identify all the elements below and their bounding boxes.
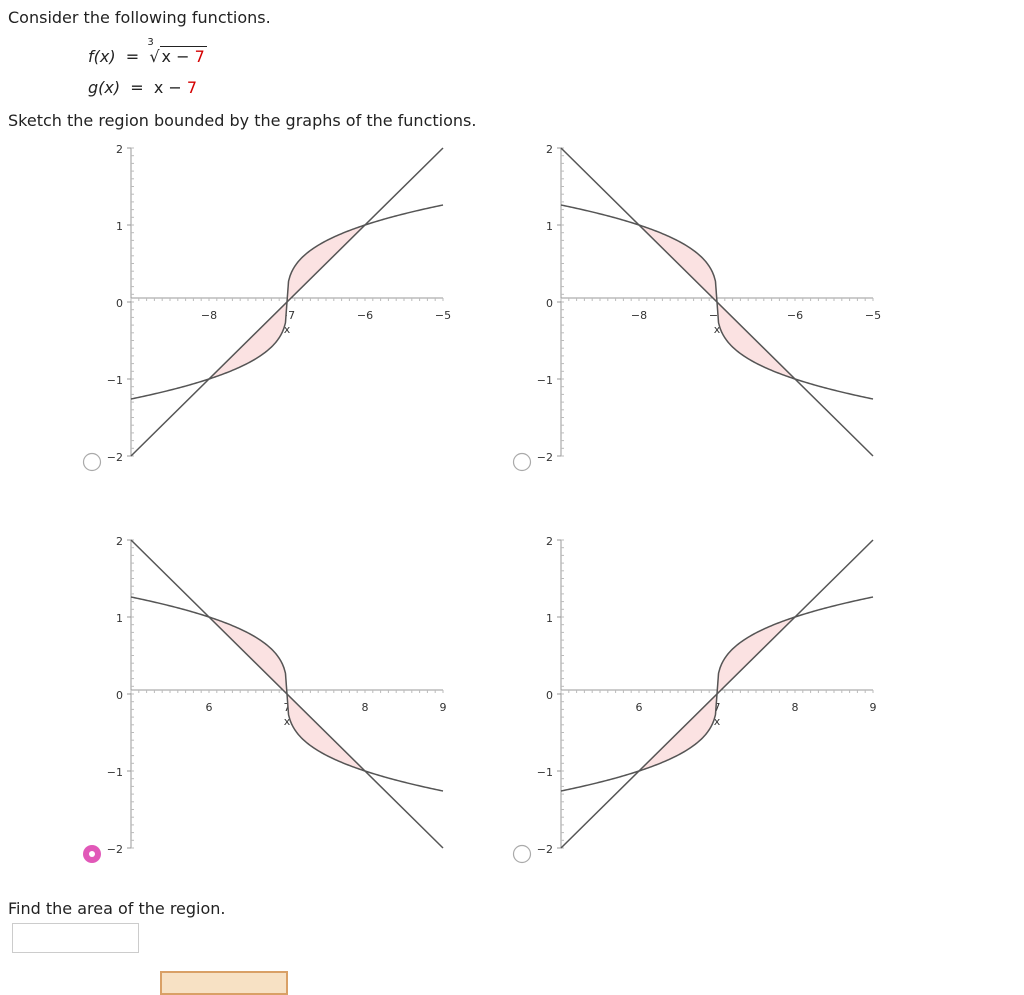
constant: 7: [186, 78, 198, 97]
line: [560, 147, 874, 457]
y-tick-label: 2: [116, 535, 123, 548]
expr: x −: [161, 47, 190, 66]
y-tick-label: 2: [546, 143, 553, 156]
y-tick-label: −1: [537, 374, 553, 387]
instruction: Sketch the region bounded by the graphs …: [8, 111, 477, 130]
x-tick-label: 9: [870, 701, 877, 714]
x-tick-label: 6: [206, 701, 213, 714]
y-tick-label: 1: [116, 612, 123, 625]
x-tick-label: 7: [284, 701, 291, 714]
x-tick-label: −6: [357, 309, 373, 322]
line: [130, 539, 444, 849]
y-tick-label: 1: [116, 220, 123, 233]
y-tick-label: 2: [116, 143, 123, 156]
axis-label: x: [284, 323, 291, 336]
axis-label: x: [714, 715, 721, 728]
axis-label: x: [714, 323, 721, 336]
radio[interactable]: [512, 844, 532, 864]
line: [560, 539, 874, 849]
y-tick-label: 0: [546, 689, 553, 702]
line: [130, 147, 444, 457]
root-index: 3: [147, 37, 154, 48]
x-tick-label: 8: [362, 701, 369, 714]
y-tick-label: −1: [107, 374, 123, 387]
function-g: g(x) = x − 7: [88, 78, 197, 97]
y-tick-label: −1: [537, 766, 553, 779]
x-tick-label: −5: [435, 309, 451, 322]
radio[interactable]: [512, 452, 532, 472]
y-tick-label: −2: [537, 843, 553, 856]
y-tick-label: −1: [107, 766, 123, 779]
y-tick-label: −2: [537, 451, 553, 464]
x-tick-label: −8: [631, 309, 647, 322]
x-tick-label: −6: [787, 309, 803, 322]
y-tick-label: 2: [546, 535, 553, 548]
equals: =: [130, 78, 144, 97]
y-tick-label: −2: [107, 843, 123, 856]
button[interactable]: [160, 971, 288, 995]
y-tick-label: 0: [116, 297, 123, 310]
x-tick-label: 6: [636, 701, 643, 714]
axis-label: x: [284, 715, 291, 728]
y-tick-label: 0: [116, 689, 123, 702]
radical: 3 √ x − 7: [147, 37, 207, 66]
constant: 7: [194, 47, 205, 66]
y-tick-label: −2: [107, 451, 123, 464]
question: Find the area of the region.: [8, 899, 226, 918]
x-tick-label: −8: [201, 309, 217, 322]
radio-dot: [89, 851, 95, 857]
radio[interactable]: [82, 452, 102, 472]
x-tick-label: 8: [792, 701, 799, 714]
y-tick-label: 1: [546, 612, 553, 625]
x-tick-label: 7: [714, 701, 721, 714]
expr: x −: [153, 78, 182, 97]
y-tick-label: 0: [546, 297, 553, 310]
answer-input[interactable]: [12, 923, 139, 953]
function-name: f(x): [88, 47, 116, 66]
x-tick-label: −5: [865, 309, 881, 322]
prompt: Consider the following functions.: [8, 8, 271, 27]
x-tick-label: 9: [440, 701, 447, 714]
y-tick-label: 1: [546, 220, 553, 233]
function-name: g(x): [88, 78, 121, 97]
function-f: f(x) = 3 √ x − 7: [88, 37, 207, 66]
equals: =: [125, 47, 140, 66]
